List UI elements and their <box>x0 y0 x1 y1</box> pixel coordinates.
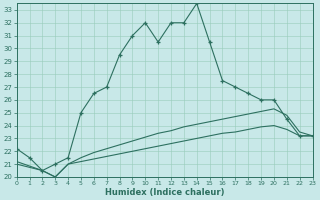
X-axis label: Humidex (Indice chaleur): Humidex (Indice chaleur) <box>105 188 224 197</box>
